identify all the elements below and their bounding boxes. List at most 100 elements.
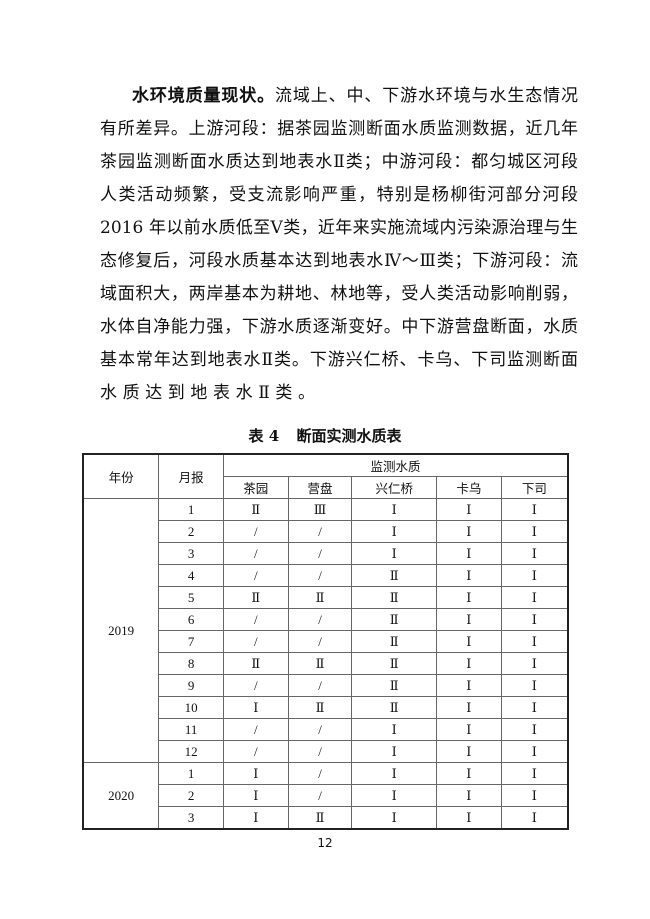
table-row: 2019 1 Ⅱ Ⅲ Ⅰ Ⅰ Ⅰ <box>82 498 569 763</box>
quality-cell: Ⅰ <box>500 630 569 653</box>
paragraph-text: 有所差异。上游河段：据茶园监测断面水质监测数据，近几年 <box>100 119 578 139</box>
quality-cell: Ⅰ <box>500 784 569 807</box>
quality-cell: Ⅰ <box>351 740 437 763</box>
quality-cell: Ⅰ <box>436 740 502 763</box>
quality-cell: / <box>287 784 353 807</box>
table-row: 7// Ⅱ Ⅰ Ⅰ <box>83 630 569 653</box>
quality-cell: Ⅱ <box>222 586 289 609</box>
month-cell: 3 <box>158 806 224 830</box>
month-cell: 2 <box>158 520 224 543</box>
header-site: 卡乌 <box>436 476 502 499</box>
paragraph-line: 有所差异。上游河段：据茶园监测断面水质监测数据，近几年 <box>100 113 578 146</box>
table-number: 表 4 <box>248 427 280 445</box>
paragraph-lead: 水环境质量现状。 <box>132 86 275 106</box>
paragraph-line: 2016 年以前水质低至Ⅴ类，近年来实施流域内污染源治理与生 <box>100 212 578 245</box>
month-cell: 9 <box>158 674 224 697</box>
quality-cell: Ⅰ <box>500 498 569 521</box>
quality-cell: / <box>287 718 353 741</box>
quality-cell: Ⅱ <box>351 586 437 609</box>
quality-cell: / <box>287 564 353 587</box>
quality-cell: Ⅰ <box>500 740 569 763</box>
paragraph-line: 人类活动频繁，受支流影响严重，特别是杨柳街河部分河段 <box>100 179 578 212</box>
quality-cell: Ⅰ <box>436 718 502 741</box>
quality-cell: Ⅰ <box>500 674 569 697</box>
quality-cell: / <box>287 520 353 543</box>
quality-cell: Ⅱ <box>287 586 353 609</box>
paragraph-text: 基本常年达到地表水Ⅱ类。下游兴仁桥、卡乌、下司监测断面 <box>100 350 578 370</box>
table-row: 11// Ⅰ Ⅰ Ⅰ <box>83 718 569 741</box>
quality-cell: Ⅰ <box>351 718 437 741</box>
table-row: 6// Ⅱ Ⅰ Ⅰ <box>83 608 569 631</box>
table-row: 2020 1 Ⅰ / Ⅰ Ⅰ Ⅰ <box>82 762 569 830</box>
quality-cell: Ⅱ <box>287 652 353 675</box>
header-site: 兴仁桥 <box>351 476 437 499</box>
paragraph-line: 基本常年达到地表水Ⅱ类。下游兴仁桥、卡乌、下司监测断面 <box>100 344 578 377</box>
quality-cell: / <box>222 630 289 653</box>
quality-cell: Ⅰ <box>500 520 569 543</box>
paragraph-line: 域面积大，两岸基本为耕地、林地等，受人类活动影响削弱， <box>100 278 578 311</box>
quality-cell: / <box>287 542 353 565</box>
quality-cell: Ⅰ <box>351 762 437 785</box>
paragraph-line: 水环境质量现状。流域上、中、下游水环境与水生态情况 <box>100 80 578 113</box>
quality-cell: Ⅰ <box>500 608 569 631</box>
quality-cell: Ⅰ <box>500 586 569 609</box>
header-month: 月报 <box>158 453 224 499</box>
water-quality-table: 年份 月报 监测水质 茶园 营盘 兴仁桥 卡乌 下司 2019 1 Ⅱ Ⅲ Ⅰ Ⅰ Ⅰ 2//… <box>82 453 569 830</box>
paragraph-line: 水质达到地表水Ⅱ类。 <box>100 377 578 410</box>
month-cell: 3 <box>158 542 224 565</box>
body-paragraph: 水环境质量现状。流域上、中、下游水环境与水生态情况有所差异。上游河段：据茶园监测… <box>100 80 578 410</box>
month-cell: 10 <box>158 696 224 719</box>
quality-cell: Ⅰ <box>436 806 502 830</box>
header-site: 营盘 <box>287 476 353 499</box>
quality-cell: Ⅰ <box>500 718 569 741</box>
quality-cell: Ⅰ <box>222 762 289 785</box>
month-cell: 7 <box>158 630 224 653</box>
paragraph-line: 态修复后，河段水质基本达到地表水Ⅳ～Ⅲ类；下游河段：流 <box>100 245 578 278</box>
quality-cell: Ⅰ <box>436 674 502 697</box>
quality-cell: Ⅰ <box>436 696 502 719</box>
quality-cell: Ⅰ <box>500 762 569 785</box>
quality-cell: Ⅰ <box>500 564 569 587</box>
quality-cell: / <box>222 674 289 697</box>
quality-cell: / <box>287 674 353 697</box>
quality-cell: Ⅱ <box>351 630 437 653</box>
quality-cell: / <box>287 630 353 653</box>
quality-cell: Ⅰ <box>436 630 502 653</box>
quality-cell: Ⅰ <box>500 806 569 830</box>
month-cell: 1 <box>158 762 224 785</box>
quality-cell: Ⅰ <box>222 696 289 719</box>
page-number: 12 <box>317 836 333 850</box>
paragraph-text: 态修复后，河段水质基本达到地表水Ⅳ～Ⅲ类；下游河段：流 <box>100 251 578 271</box>
paragraph-text: 流域上、中、下游水环境与水生态情况 <box>275 86 578 106</box>
quality-cell: / <box>222 740 289 763</box>
quality-cell: Ⅱ <box>287 806 353 830</box>
quality-cell: Ⅰ <box>351 498 437 521</box>
quality-cell: Ⅱ <box>351 696 437 719</box>
month-cell: 6 <box>158 608 224 631</box>
quality-cell: Ⅰ <box>436 520 502 543</box>
quality-cell: / <box>222 718 289 741</box>
paragraph-text: 域面积大，两岸基本为耕地、林地等，受人类活动影响削弱， <box>100 284 578 304</box>
quality-cell: Ⅰ <box>436 762 502 785</box>
quality-cell: Ⅰ <box>222 806 289 830</box>
quality-cell: Ⅰ <box>351 520 437 543</box>
month-cell: 5 <box>158 586 224 609</box>
quality-cell: Ⅰ <box>222 784 289 807</box>
quality-cell: Ⅰ <box>500 696 569 719</box>
paragraph-line: 水体自净能力强，下游水质逐渐变好。中下游营盘断面，水质 <box>100 311 578 344</box>
quality-cell: Ⅰ <box>436 784 502 807</box>
quality-cell: / <box>222 542 289 565</box>
quality-cell: Ⅰ <box>351 806 437 830</box>
month-cell: 4 <box>158 564 224 587</box>
table-row: 10 Ⅰ Ⅱ Ⅱ Ⅰ Ⅰ <box>83 696 569 719</box>
table-caption: 表 4 断面实测水质表 <box>0 425 650 446</box>
quality-cell: Ⅰ <box>351 784 437 807</box>
quality-cell: / <box>222 608 289 631</box>
year-cell: 2020 <box>82 762 160 830</box>
quality-cell: Ⅰ <box>436 586 502 609</box>
quality-cell: Ⅰ <box>500 542 569 565</box>
header-site: 下司 <box>500 476 569 499</box>
month-cell: 12 <box>158 740 224 763</box>
